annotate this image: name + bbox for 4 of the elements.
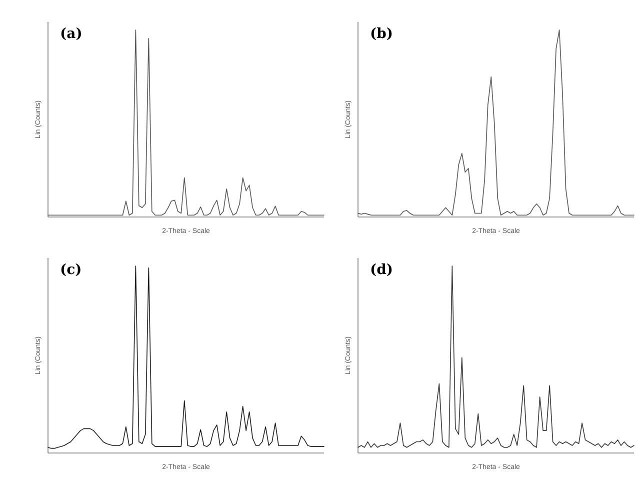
chart-title: (d)	[370, 262, 394, 278]
chart-title: (a)	[60, 26, 82, 42]
chart-title: (c)	[60, 262, 82, 278]
chart-title: (b)	[370, 26, 394, 42]
